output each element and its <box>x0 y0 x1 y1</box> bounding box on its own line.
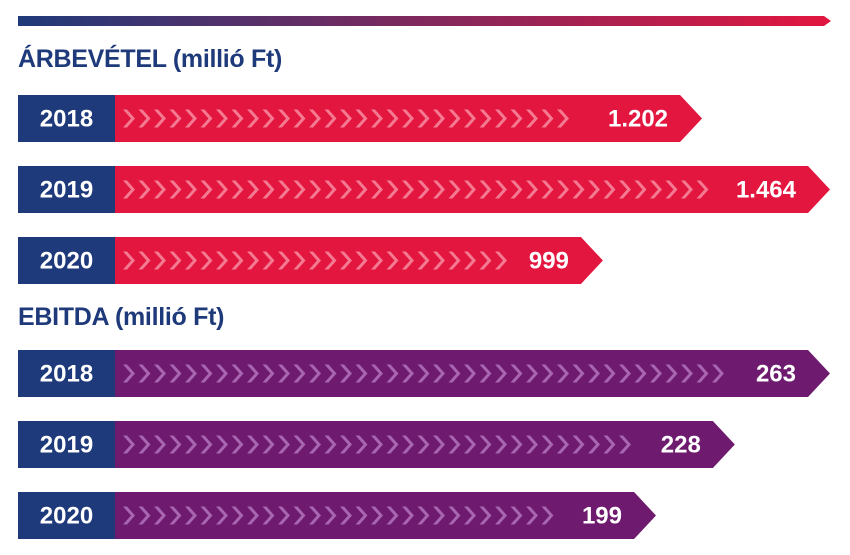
ebitda-2019-bar <box>115 421 735 468</box>
ebitda-2020-value-label: 199 <box>582 503 622 530</box>
revenue-2020-value-label: 999 <box>529 248 569 275</box>
revenue-2019-chevron-pattern <box>123 180 709 199</box>
revenue-2020-year-label: 2020 <box>40 248 93 275</box>
revenue-2018-value-label: 1.202 <box>608 106 668 133</box>
ebitda-2018-chevron-pattern <box>123 364 724 383</box>
revenue-2020-bar <box>115 237 603 284</box>
ebitda-2019-year-box <box>18 421 115 468</box>
revenue-2020-chevron-pattern <box>123 251 507 270</box>
ebitda-2019-value-label: 228 <box>661 432 701 459</box>
ebitda-2018-year-label: 2018 <box>40 361 93 388</box>
ebitda-chart-title: EBITDA (millió Ft) <box>18 303 225 331</box>
ebitda-2019-year-label: 2019 <box>40 432 93 459</box>
revenue-2018-year-box <box>18 95 115 142</box>
revenue-2020-year-box <box>18 237 115 284</box>
revenue-chart-title: ÁRBEVÉTEL (millió Ft) <box>18 45 283 73</box>
ebitda-2018-value-label: 263 <box>756 361 796 388</box>
top-gradient-arrow <box>18 16 831 26</box>
revenue-2018-year-label: 2018 <box>40 106 93 133</box>
revenue-2019-year-label: 2019 <box>40 177 93 204</box>
ebitda-2020-year-box <box>18 492 115 539</box>
ebitda-2020-year-label: 2020 <box>40 503 93 530</box>
revenue-2019-value-label: 1.464 <box>736 177 797 204</box>
revenue-2018-chevron-pattern <box>123 109 569 128</box>
ebitda-2020-bar <box>115 492 657 539</box>
ebitda-2018-year-box <box>18 350 115 397</box>
revenue-2019-year-box <box>18 166 115 213</box>
ebitda-2019-chevron-pattern <box>123 435 631 454</box>
revenue-2018-bar <box>115 95 703 142</box>
ebitda-2020-chevron-pattern <box>123 506 554 525</box>
